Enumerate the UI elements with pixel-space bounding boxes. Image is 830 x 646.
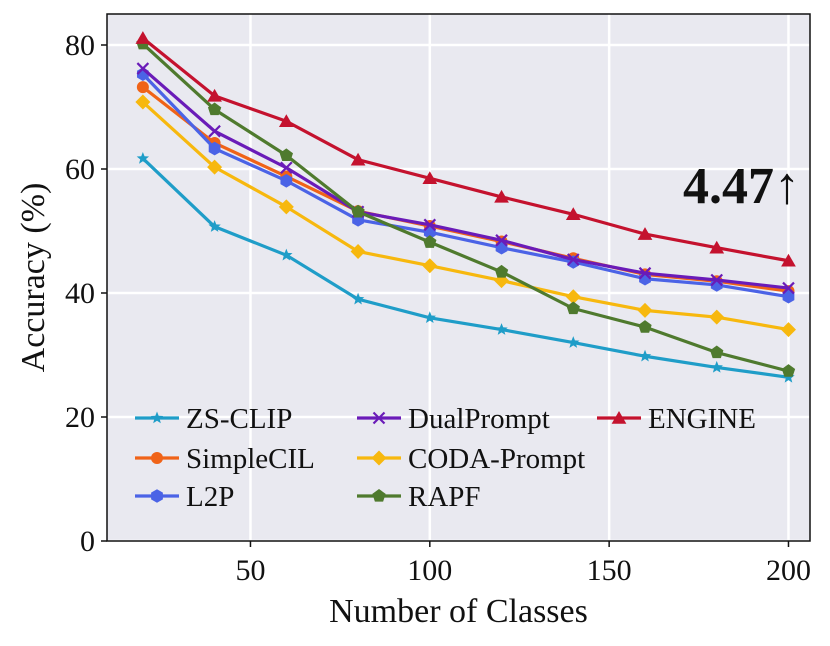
tick-layer: 50 100 150 200 0 20 40 60 80 — [65, 29, 811, 587]
legend-label: CODA-Prompt — [408, 443, 585, 475]
data-point-engine — [422, 171, 438, 185]
data-point-zs-clip — [136, 151, 150, 164]
legend-label: SimpleCIL — [186, 443, 315, 475]
legend: ZS-CLIP SimpleCIL L2P DualPrompt CODA-Prompt… — [135, 403, 756, 513]
grid-lines — [107, 14, 810, 543]
x-axis-title: Number of Classes — [329, 593, 588, 630]
data-point-engine — [350, 152, 366, 166]
data-point-zs-clip — [208, 220, 221, 232]
data-point-coda-prompt — [422, 258, 438, 274]
data-point-zs-clip — [351, 292, 365, 305]
data-point-dualprompt — [782, 281, 795, 295]
y-axis-title: Accuracy (%) — [15, 183, 52, 373]
data-point-zs-clip — [710, 360, 723, 373]
data-point-dualprompt — [566, 253, 580, 266]
data-point-rapf — [351, 204, 365, 218]
x-tick-label: 150 — [587, 554, 632, 587]
y-tick-label: 60 — [65, 153, 95, 186]
data-point-dualprompt — [495, 234, 508, 247]
data-point-dualprompt — [638, 266, 652, 280]
data-point-zs-clip — [495, 323, 508, 335]
x-tick-label: 100 — [407, 554, 452, 587]
data-point-dualprompt — [208, 124, 221, 138]
data-point-l2p — [782, 289, 795, 304]
data-point-engine — [494, 189, 509, 203]
x-tick-label: 50 — [235, 554, 265, 587]
data-point-rapf — [494, 264, 509, 278]
series-line-engine — [141, 36, 789, 263]
data-point-dualprompt — [280, 161, 293, 175]
data-point-dualprompt — [710, 273, 724, 287]
legend-marker — [372, 411, 386, 425]
data-point-rapf — [207, 102, 222, 116]
series-coda-prompt — [135, 94, 796, 338]
data-point-engine — [781, 253, 796, 267]
series-engine — [135, 31, 796, 267]
data-point-zs-clip — [280, 248, 293, 261]
x-tick-label: 200 — [766, 554, 811, 587]
data-point-dualprompt — [136, 62, 150, 75]
legend-label: RAPF — [408, 481, 481, 513]
data-point-engine — [207, 88, 222, 102]
data-point-coda-prompt — [278, 199, 294, 215]
data-point-coda-prompt — [637, 302, 653, 318]
plot-frame — [106, 13, 811, 542]
legend-item-engine: ENGINE — [597, 403, 756, 435]
legend-marker — [150, 411, 164, 424]
data-point-zs-clip — [638, 349, 652, 362]
data-point-rapf — [781, 364, 796, 377]
data-point-engine — [135, 31, 151, 44]
data-point-l2p — [280, 173, 293, 188]
data-point-zs-clip — [567, 336, 580, 348]
series-line-dualprompt — [141, 67, 789, 290]
data-point-simplecil — [136, 81, 149, 94]
data-point-coda-prompt — [207, 159, 223, 175]
legend-label: ZS-CLIP — [186, 403, 292, 435]
y-tick-label: 80 — [65, 29, 95, 62]
data-point-l2p — [208, 141, 221, 156]
series-layer — [135, 31, 796, 383]
legend-item-dualprompt: DualPrompt — [357, 403, 550, 435]
y-tick-label: 20 — [65, 401, 95, 434]
legend-marker — [371, 450, 387, 466]
data-point-zs-clip — [423, 311, 436, 324]
data-point-engine — [278, 114, 294, 128]
y-tick-label: 0 — [80, 525, 95, 558]
series-line-l2p — [141, 73, 789, 299]
data-point-rapf — [566, 301, 580, 315]
data-point-rapf — [710, 345, 724, 359]
data-point-coda-prompt — [709, 309, 725, 325]
legend-item-zs-clip: ZS-CLIP — [135, 403, 292, 435]
data-point-engine — [565, 207, 581, 221]
legend-item-rapf: RAPF — [357, 481, 481, 513]
data-point-coda-prompt — [565, 289, 581, 305]
data-point-coda-prompt — [780, 322, 796, 338]
legend-marker — [151, 489, 163, 503]
legend-item-coda-prompt: CODA-Prompt — [357, 443, 585, 475]
series-line-rapf — [141, 42, 789, 373]
improvement-annotation: 4.47↑ — [683, 158, 800, 215]
legend-marker — [611, 411, 627, 424]
legend-marker — [372, 489, 386, 502]
legend-label: L2P — [186, 481, 234, 513]
legend-label: DualPrompt — [408, 403, 550, 435]
series-line-zs-clip — [141, 157, 789, 379]
data-point-rapf — [638, 320, 652, 333]
data-point-rapf — [423, 235, 437, 248]
legend-item-simplecil: SimpleCIL — [135, 443, 315, 475]
data-point-engine — [709, 240, 725, 254]
legend-label: ENGINE — [648, 403, 756, 435]
legend-item-l2p: L2P — [135, 481, 234, 513]
data-point-dualprompt — [423, 218, 437, 232]
series-line-coda-prompt — [141, 100, 789, 332]
data-point-engine — [637, 227, 653, 240]
data-point-rapf — [279, 148, 293, 162]
legend-marker — [151, 452, 163, 464]
data-point-coda-prompt — [350, 243, 366, 259]
data-point-coda-prompt — [135, 94, 151, 110]
y-tick-label: 40 — [65, 277, 95, 310]
